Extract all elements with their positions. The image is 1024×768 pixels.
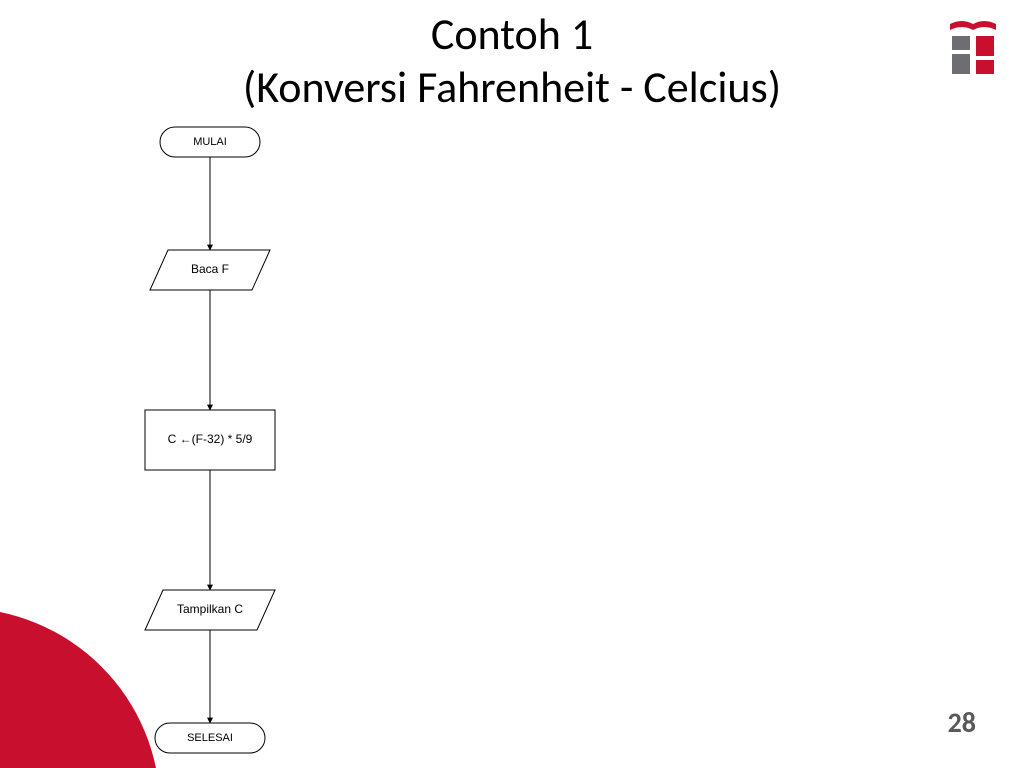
slide-title: Contoh 1 (Konversi Fahrenheit - Celcius)	[0, 0, 1024, 114]
flow-node-start: MULAI	[160, 127, 260, 157]
flow-node-label: C ←(F-32) * 5/9	[168, 432, 253, 446]
flow-node-label: SELESAI	[187, 732, 233, 744]
flowchart: MULAI Baca F C ←(F-32) * 5/9 Tampilkan C SEL…	[110, 120, 330, 760]
flow-node-output: Tampilkan C	[145, 590, 275, 630]
flow-node-label: MULAI	[193, 136, 227, 148]
flow-node-label: Baca F	[191, 262, 229, 276]
brand-logo	[944, 18, 1002, 78]
flow-node-process: C ←(F-32) * 5/9	[145, 410, 275, 470]
flow-node-label: Tampilkan C	[177, 602, 243, 616]
title-line-1: Contoh 1	[431, 7, 593, 61]
flow-node-end: SELESAI	[155, 723, 265, 753]
title-line-2: (Konversi Fahrenheit - Celcius)	[243, 60, 781, 114]
flow-node-read: Baca F	[150, 250, 270, 290]
page-number: 28	[948, 705, 976, 740]
